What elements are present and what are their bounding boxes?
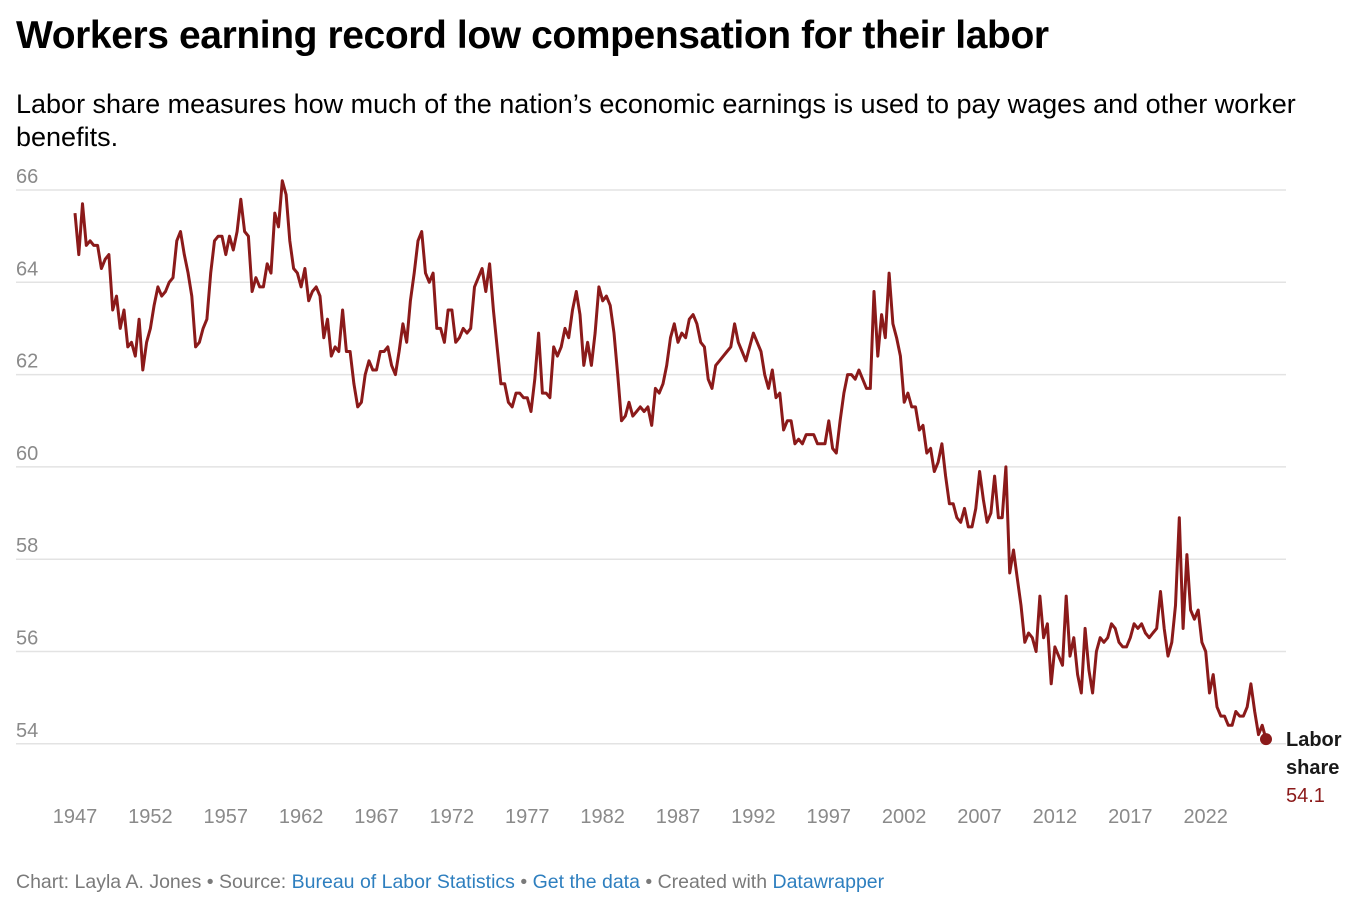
x-tick-label: 1962	[279, 806, 324, 828]
y-tick-label: 62	[16, 351, 38, 373]
gridlines	[16, 189, 1286, 745]
x-tick-label: 2012	[1033, 806, 1078, 828]
series-end-point	[1260, 733, 1272, 746]
end-label-line2: share	[1286, 757, 1339, 779]
get-data-link[interactable]: Get the data	[532, 871, 640, 893]
y-tick-label: 64	[16, 258, 38, 280]
footer-created-with: • Created with	[639, 871, 773, 893]
x-tick-label: 2022	[1183, 806, 1228, 828]
x-tick-label: 2017	[1108, 806, 1153, 828]
x-axis: 1947 1952 1957 1962 1967 1972 1977 1982 1987 1992…	[53, 806, 1228, 828]
end-annotation: Labor share 54.1	[1286, 729, 1342, 807]
y-tick-label: 58	[16, 535, 38, 557]
y-tick-label: 66	[16, 166, 38, 188]
x-tick-label: 1992	[731, 806, 776, 828]
x-tick-label: 2007	[957, 806, 1002, 828]
x-tick-label: 1987	[656, 806, 701, 828]
x-tick-label: 1982	[580, 806, 625, 828]
y-tick-label: 56	[16, 628, 38, 650]
footer-credit: Chart: Layla A. Jones • Source:	[16, 871, 292, 893]
end-label-line1: Labor	[1286, 729, 1342, 751]
chart-subtitle: Labor share measures how much of the nat…	[16, 89, 1296, 152]
x-tick-label: 1977	[505, 806, 550, 828]
x-tick-label: 1967	[354, 806, 399, 828]
x-tick-label: 1947	[53, 806, 98, 828]
x-tick-label: 1957	[204, 806, 249, 828]
y-axis: 54 56 58 60 62 64 66	[16, 166, 38, 742]
x-tick-label: 2002	[882, 806, 927, 828]
footer-separator: •	[514, 871, 533, 893]
series-layer	[73, 179, 1272, 746]
series-line-labor-share	[73, 179, 1268, 740]
x-tick-label: 1997	[807, 806, 852, 828]
x-tick-label: 1972	[430, 806, 475, 828]
end-label-value: 54.1	[1286, 785, 1325, 807]
source-link[interactable]: Bureau of Labor Statistics	[291, 871, 515, 893]
chart-title: Workers earning record low compensation …	[16, 14, 1049, 57]
y-tick-label: 60	[16, 443, 38, 465]
y-tick-label: 54	[16, 720, 38, 742]
chart-footer: Chart: Layla A. Jones • Source: Bureau o…	[16, 871, 884, 894]
x-tick-label: 1952	[128, 806, 173, 828]
datawrapper-link[interactable]: Datawrapper	[772, 871, 885, 893]
